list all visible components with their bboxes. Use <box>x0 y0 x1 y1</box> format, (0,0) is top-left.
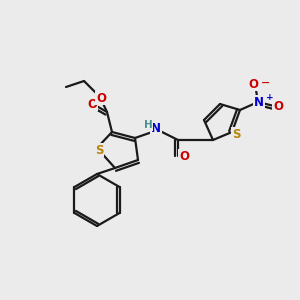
Text: O: O <box>273 100 283 113</box>
Text: +: + <box>266 92 274 101</box>
Text: N: N <box>151 122 161 136</box>
Text: −: − <box>261 78 270 88</box>
Text: N: N <box>254 95 264 109</box>
Text: O: O <box>248 77 258 91</box>
Text: O: O <box>87 98 97 110</box>
Text: S: S <box>95 143 103 157</box>
Text: O: O <box>179 149 189 163</box>
Text: O: O <box>96 92 106 104</box>
Text: H: H <box>144 120 152 130</box>
Text: S: S <box>232 128 240 140</box>
